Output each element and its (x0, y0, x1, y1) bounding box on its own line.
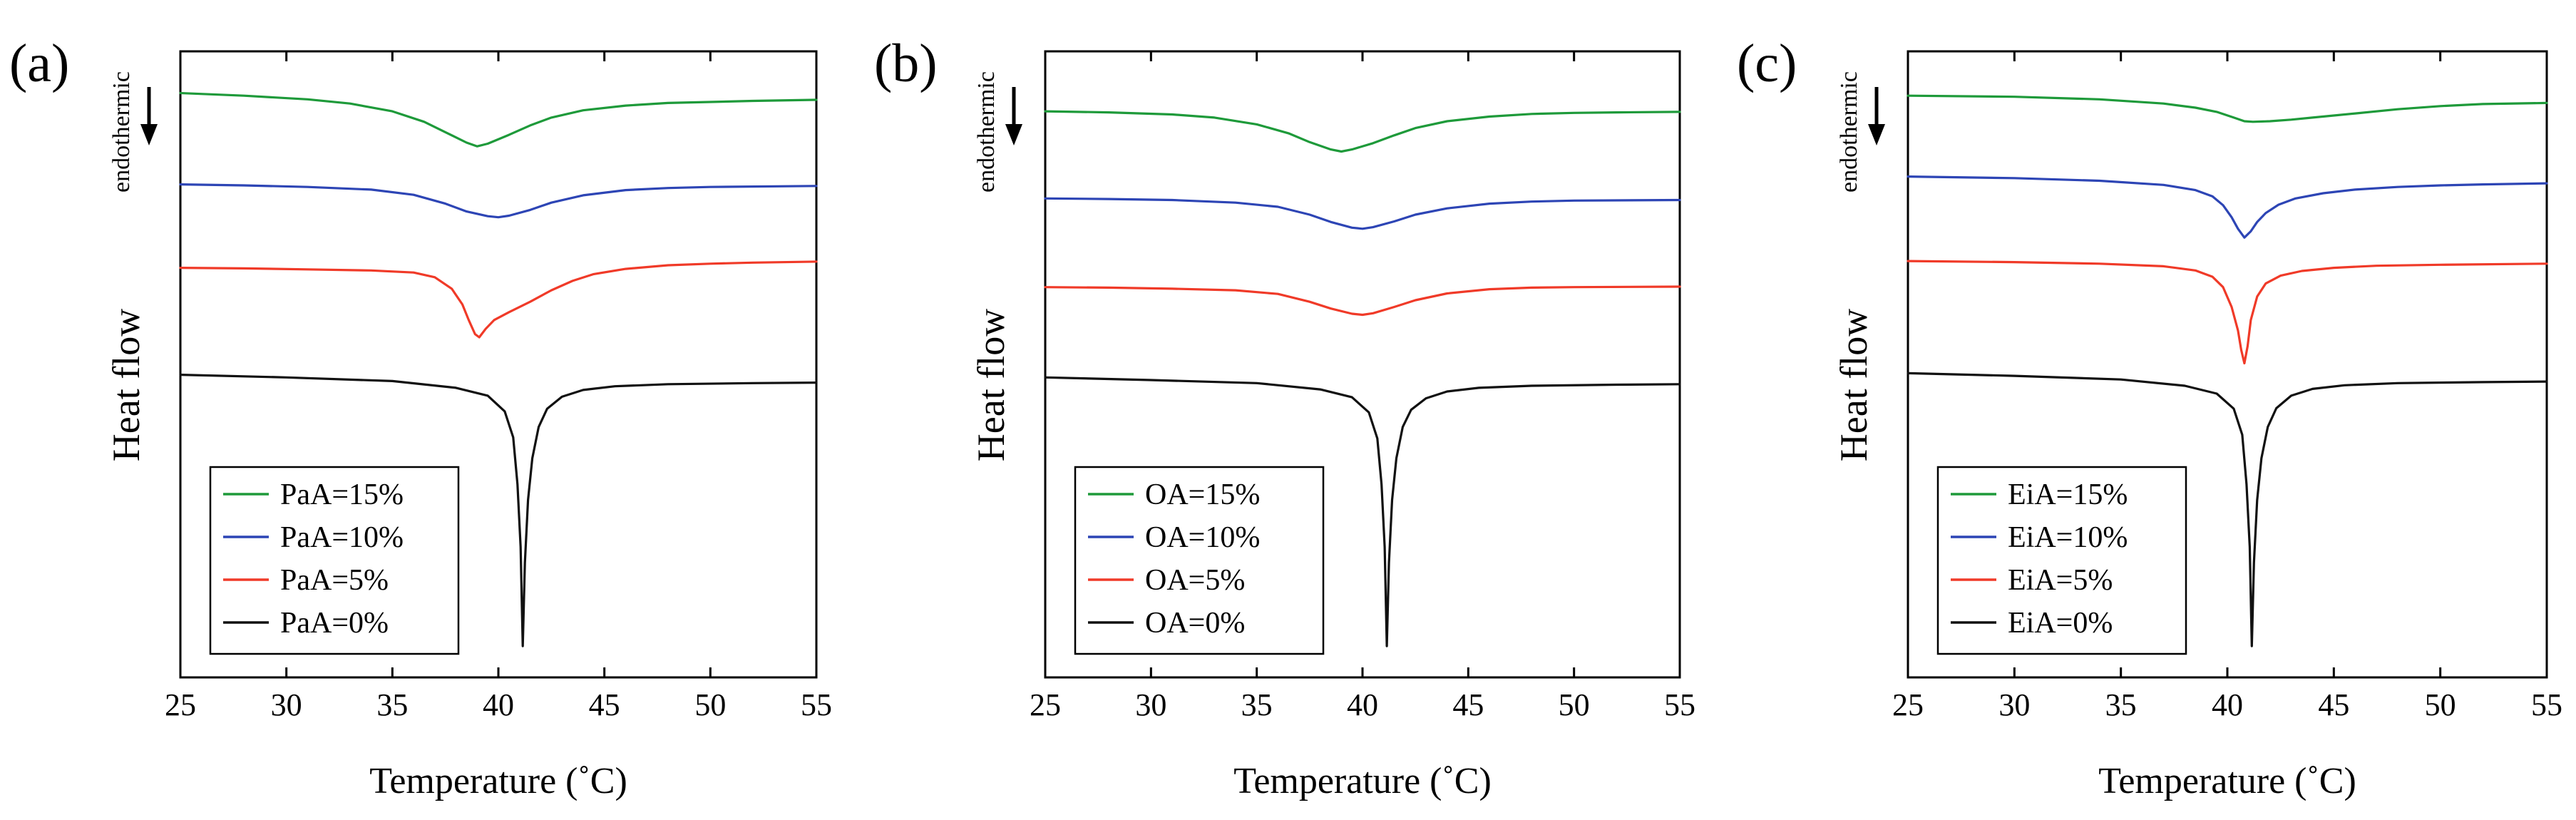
series-line (179, 260, 818, 339)
series-line (179, 183, 818, 219)
x-tick-label: 50 (2425, 687, 2456, 722)
legend-entry: PaA=5% (280, 564, 389, 597)
x-tick-label: 50 (694, 687, 726, 722)
series-line (1044, 110, 1681, 153)
chart-panels: 25 30 35 40 45 50 55 Temperature (˚C) Heat flow e… (9, 34, 2562, 801)
chart-panel-2: 25 30 35 40 45 50 55 Temperature (˚C) Heat flow e… (874, 34, 1695, 801)
legend-entry: PaA=15% (280, 478, 404, 511)
series-line (1044, 376, 1681, 647)
series-line (1044, 197, 1681, 230)
x-tick-label: 25 (1030, 687, 1061, 722)
endothermic-arrow-head (140, 124, 158, 145)
endothermic-annotation: endothermic (973, 71, 1000, 193)
x-tick-label: 45 (1452, 687, 1484, 722)
panel-label: (a) (9, 34, 69, 93)
series-line (179, 91, 818, 148)
legend-entry: OA=10% (1145, 521, 1260, 554)
legend-entry: OA=15% (1145, 478, 1260, 511)
series-line (179, 374, 818, 647)
x-tick-label: 30 (1135, 687, 1166, 722)
x-tick-label: 30 (271, 687, 302, 722)
series-line (1907, 371, 2548, 647)
panel-label: (c) (1737, 34, 1797, 93)
x-tick-label: 25 (165, 687, 196, 722)
series-line (1044, 285, 1681, 317)
x-tick-label: 40 (483, 687, 514, 722)
legend-entry: EiA=5% (2008, 564, 2113, 597)
x-tick-label: 40 (1347, 687, 1378, 722)
x-tick-label: 25 (1892, 687, 1924, 722)
series-line (1907, 94, 2548, 123)
endothermic-annotation: endothermic (1836, 71, 1862, 193)
legend-entry: EiA=10% (2008, 521, 2128, 554)
chart-panel-1: 25 30 35 40 45 50 55 Temperature (˚C) Heat flow e… (9, 34, 832, 801)
x-tick-label: 35 (2105, 687, 2137, 722)
x-tick-label: 55 (2531, 687, 2562, 722)
legend-entry: OA=5% (1145, 564, 1245, 597)
legend-entry: OA=0% (1145, 607, 1245, 640)
y-axis-label: Heat flow (1832, 309, 1875, 461)
x-tick-label: 45 (2318, 687, 2349, 722)
x-tick-label: 40 (2212, 687, 2243, 722)
endothermic-arrow-head (1005, 124, 1022, 145)
x-tick-label: 30 (1998, 687, 2030, 722)
legend-entry: PaA=10% (280, 521, 404, 554)
y-axis-label: Heat flow (970, 309, 1012, 461)
x-tick-label: 35 (1241, 687, 1273, 722)
legend-entry: EiA=0% (2008, 607, 2113, 640)
x-tick-label: 35 (376, 687, 408, 722)
y-axis-label: Heat flow (105, 309, 148, 461)
x-tick-label: 50 (1559, 687, 1590, 722)
x-axis-label: Temperature (˚C) (369, 761, 627, 801)
legend-entry: PaA=0% (280, 607, 389, 640)
panel-label: (b) (874, 34, 938, 93)
legend-entry: EiA=15% (2008, 478, 2128, 511)
x-axis-label: Temperature (˚C) (1233, 761, 1492, 801)
chart-panel-3: 25 30 35 40 45 50 55 Temperature (˚C) Heat flow e… (1737, 34, 2562, 801)
endothermic-arrow-head (1868, 124, 1885, 145)
series-line (1907, 175, 2548, 239)
x-tick-label: 55 (1664, 687, 1695, 722)
x-axis-label: Temperature (˚C) (2098, 761, 2356, 801)
series-line (1907, 260, 2548, 365)
x-tick-label: 45 (589, 687, 620, 722)
endothermic-annotation: endothermic (108, 71, 135, 193)
x-tick-label: 55 (801, 687, 832, 722)
